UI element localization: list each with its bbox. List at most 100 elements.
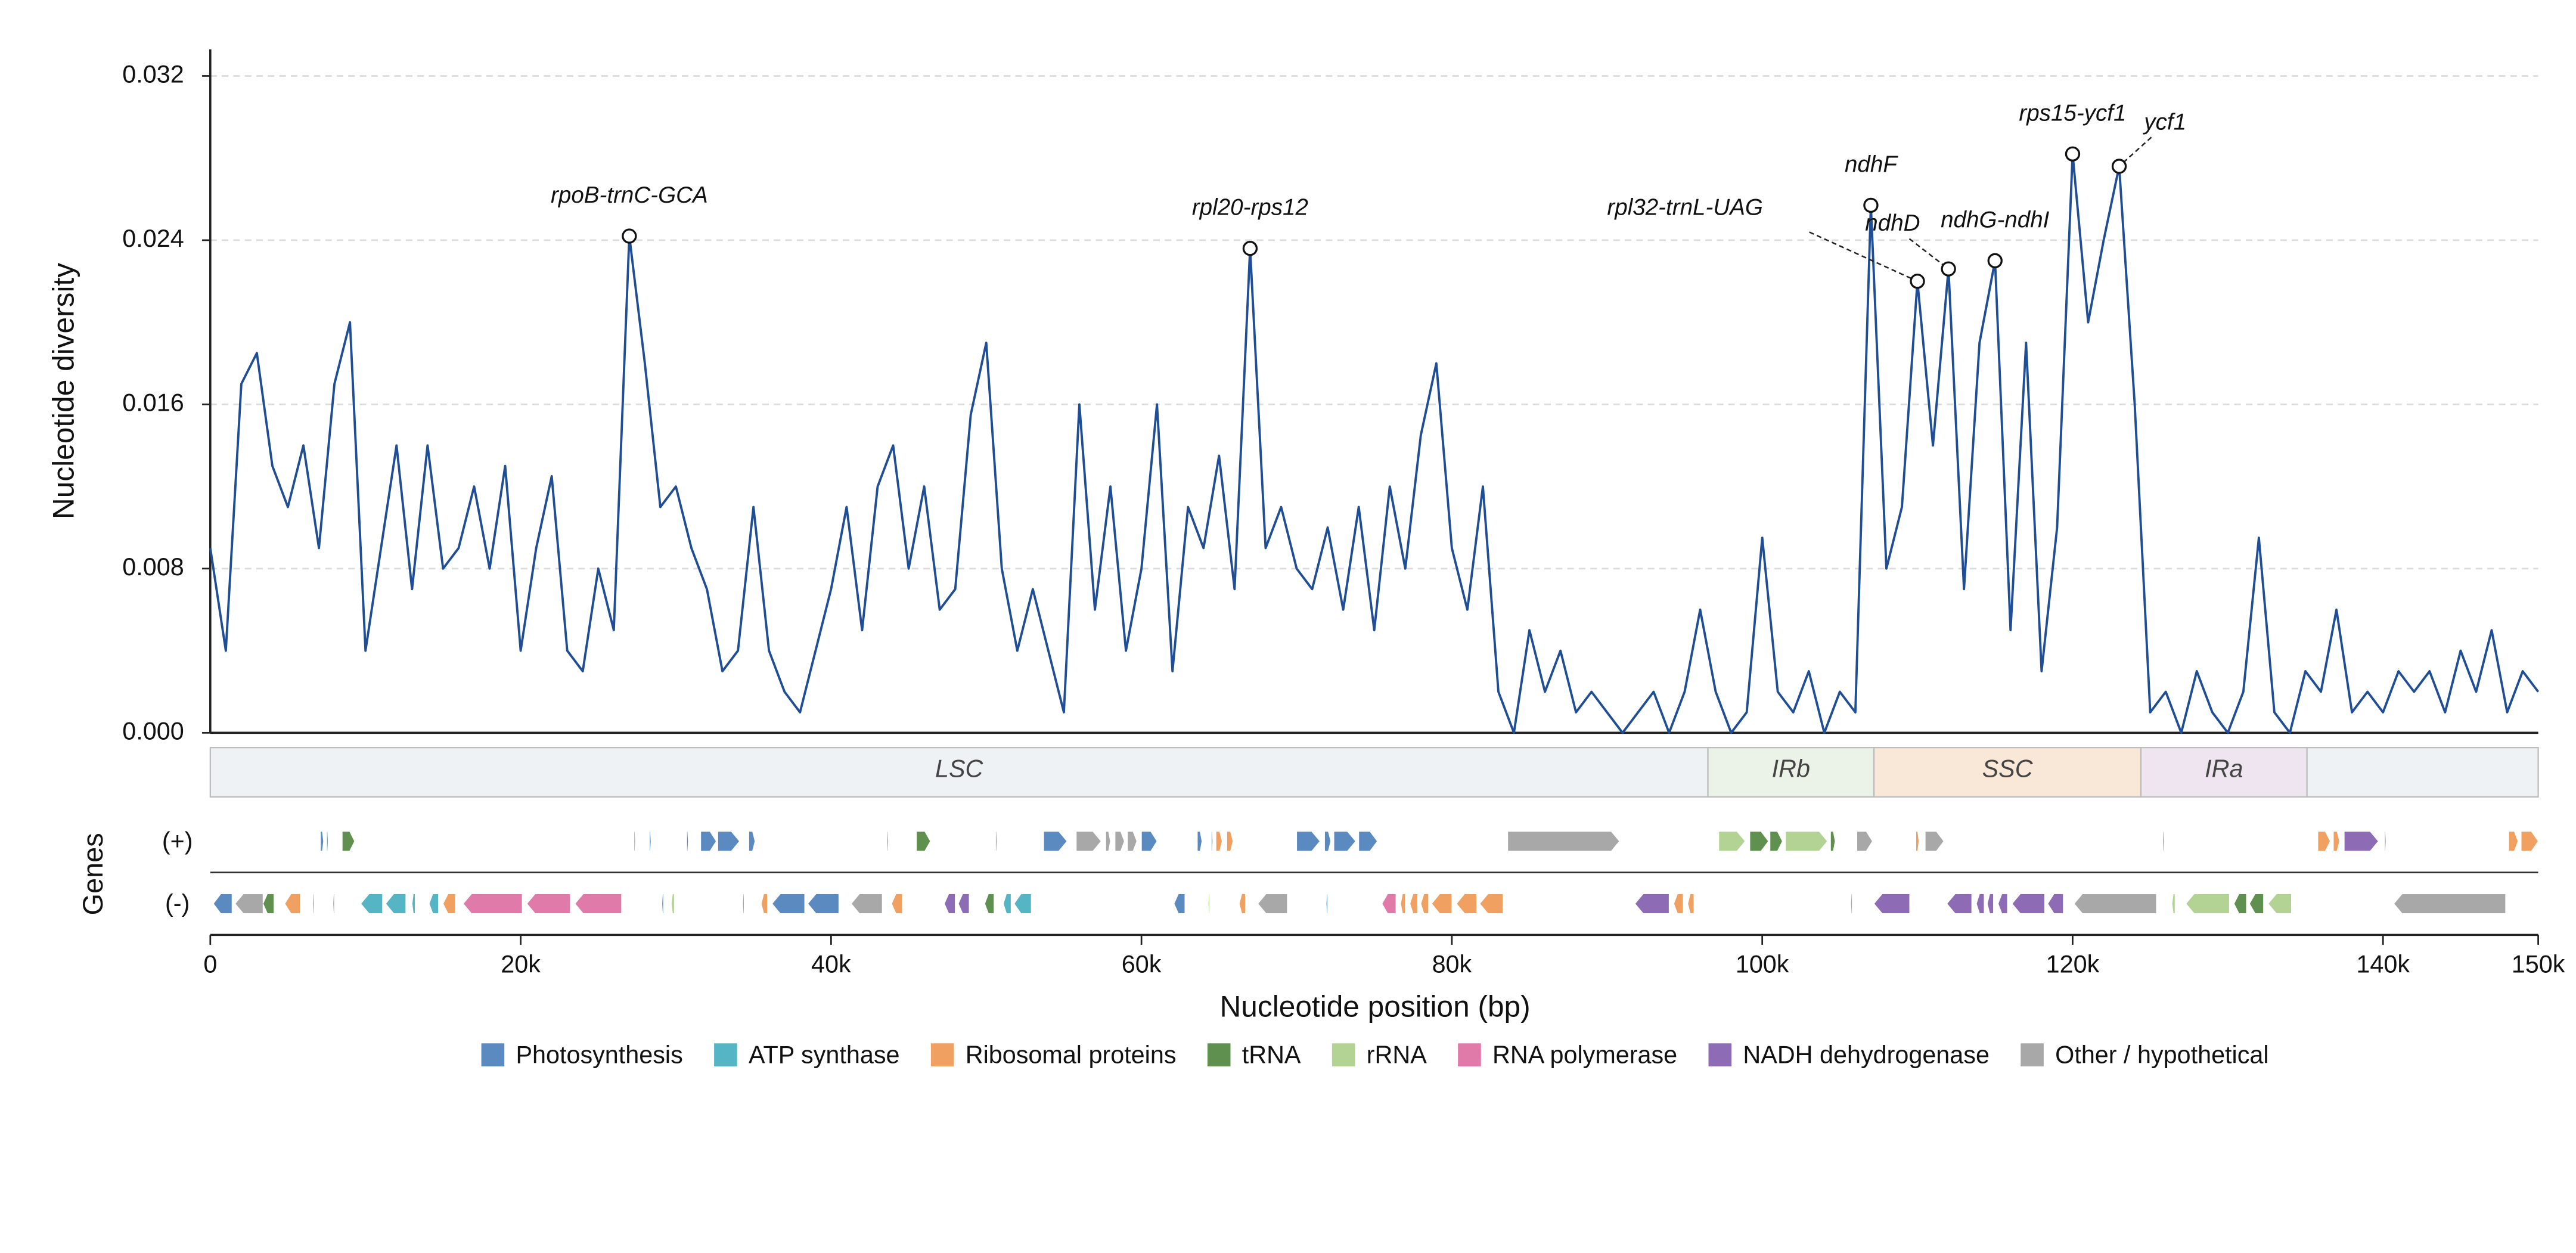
gene <box>1431 893 1453 914</box>
region-label: SSC <box>1982 755 2034 783</box>
gene <box>1749 831 1769 852</box>
gene <box>1326 893 1329 914</box>
gene <box>671 893 675 914</box>
gene <box>1673 893 1684 914</box>
gene <box>1946 893 1972 914</box>
y-tick-label: 0.032 <box>122 60 184 88</box>
gene <box>1830 831 1836 852</box>
annotation-label: ndhF <box>1845 151 1898 177</box>
legend-swatch <box>930 1043 954 1066</box>
gene <box>2047 893 2064 914</box>
gene <box>284 893 301 914</box>
x-tick-label: 20k <box>501 951 541 978</box>
gene <box>1226 831 1234 852</box>
annotation-point <box>1910 274 1925 289</box>
annotation-point <box>622 228 637 244</box>
gene <box>944 893 956 914</box>
gene <box>326 831 329 852</box>
gene <box>2249 893 2264 914</box>
gene <box>2384 831 2386 852</box>
gene <box>1382 893 1396 914</box>
annotation-leader <box>1908 238 1949 270</box>
gene <box>2521 831 2539 852</box>
gene <box>761 893 768 914</box>
gene <box>958 893 970 914</box>
region-label: IRa <box>2205 755 2243 783</box>
annotation-label: rpl32-trnL-UAG <box>1607 195 1763 221</box>
gene <box>1127 831 1137 852</box>
gene <box>1420 893 1429 914</box>
gene <box>807 893 839 914</box>
region <box>2306 747 2539 798</box>
gene <box>385 893 406 914</box>
legend-swatch <box>714 1043 737 1066</box>
gene <box>1997 893 2008 914</box>
gene <box>1718 831 1746 852</box>
x-tick-label: 60k <box>1122 951 1162 978</box>
gene <box>1174 893 1185 914</box>
legend-label: NADH dehydrogenase <box>1743 1041 1990 1068</box>
gene <box>661 893 664 914</box>
annotation-point <box>1987 253 2003 269</box>
annotation-point <box>1242 241 1258 256</box>
legend-label: RNA polymerase <box>1492 1041 1677 1068</box>
gene <box>1296 831 1321 852</box>
gene <box>1850 893 1853 914</box>
gene <box>1915 831 1920 852</box>
gene <box>1987 893 1994 914</box>
gene <box>1115 831 1125 852</box>
gene <box>1410 893 1419 914</box>
gene <box>1197 831 1203 852</box>
gene <box>332 893 335 914</box>
annotation-label: ycf1 <box>2142 109 2186 135</box>
gene <box>411 893 416 914</box>
x-tick-label: 120k <box>2046 951 2100 978</box>
gene <box>1400 893 1406 914</box>
gene <box>700 831 717 852</box>
legend-label: Other / hypothetical <box>2055 1041 2268 1068</box>
gene <box>634 831 636 852</box>
gene <box>234 893 263 914</box>
legend-label: rRNA <box>1367 1041 1427 1068</box>
gene <box>1324 831 1332 852</box>
gene <box>1333 831 1357 852</box>
gene <box>2074 893 2157 914</box>
gene <box>1076 831 1102 852</box>
annotation-point <box>2065 146 2081 162</box>
y-tick-label: 0.000 <box>122 717 184 745</box>
region <box>1873 747 2142 798</box>
gene <box>2012 893 2046 914</box>
gene <box>2233 893 2247 914</box>
gene <box>717 831 740 852</box>
gene <box>984 893 995 914</box>
gene <box>1215 831 1223 852</box>
diversity-line <box>209 153 2540 734</box>
legend-label: ATP synthase <box>749 1041 899 1068</box>
gene <box>1013 893 1032 914</box>
gene <box>916 831 931 852</box>
gene <box>2267 893 2292 914</box>
gene <box>891 893 903 914</box>
gene <box>360 893 383 914</box>
gene <box>1634 893 1669 914</box>
gene <box>649 831 651 852</box>
annotation-point <box>1941 261 1956 277</box>
gene <box>771 893 805 914</box>
legend-swatch <box>1458 1043 1481 1066</box>
gene <box>1976 893 1985 914</box>
gene <box>342 831 355 852</box>
gene <box>213 893 232 914</box>
gene <box>995 831 998 852</box>
annotation-label: rpl20-rps12 <box>1192 195 1308 221</box>
gene <box>1785 831 1828 852</box>
gene <box>1141 831 1157 852</box>
gene <box>1856 831 1873 852</box>
legend-swatch <box>1708 1043 1732 1066</box>
gene <box>1925 831 1945 852</box>
gene <box>1873 893 1910 914</box>
gene <box>2162 831 2165 852</box>
gene <box>1003 893 1011 914</box>
gene <box>1239 893 1246 914</box>
gene <box>1358 831 1378 852</box>
